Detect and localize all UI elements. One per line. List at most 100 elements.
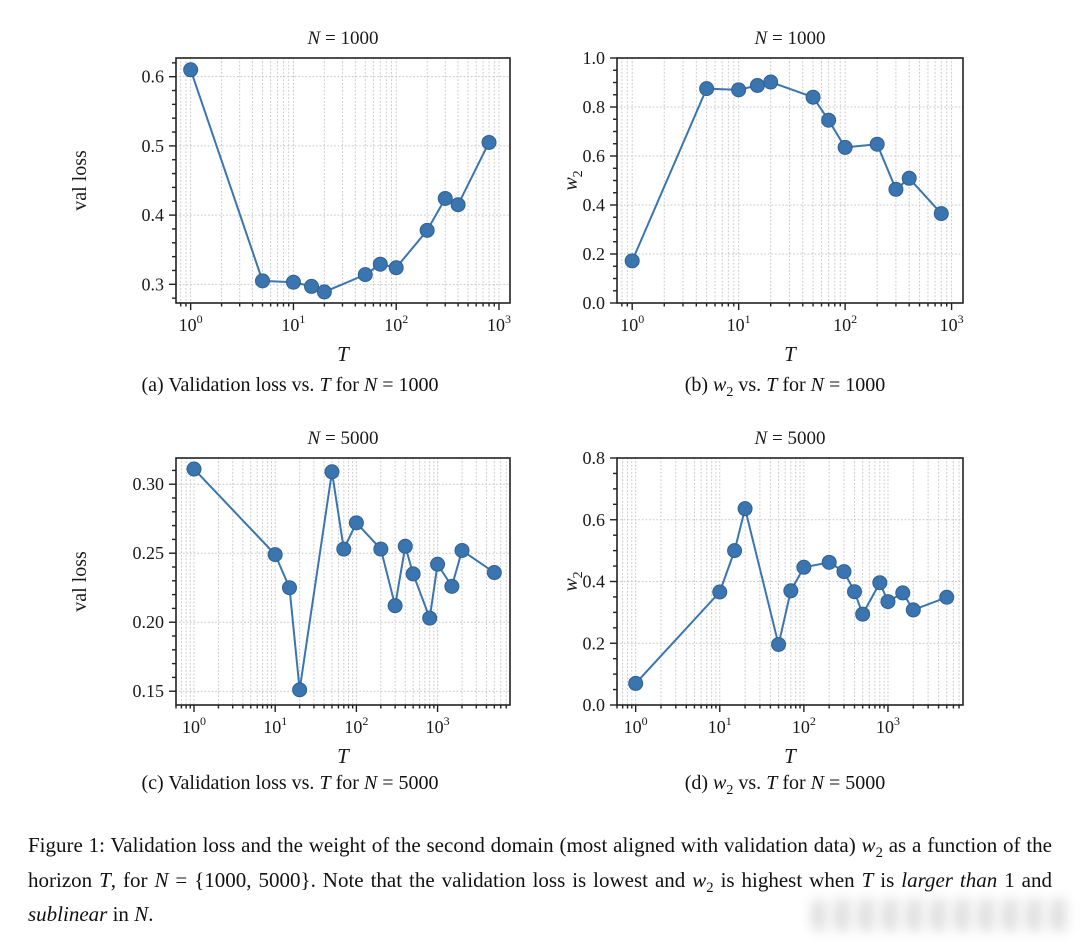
y-axis-label: w2 — [560, 571, 586, 591]
data-line — [193, 468, 495, 691]
data-point — [422, 610, 438, 626]
subcaption-a: (a) Validation loss vs. T for N = 1000 — [141, 374, 439, 396]
chart-d: 100 101 102 103 0.0 0.2 0.4 0.6 0.8 N = 5000 Tw2 — [560, 428, 964, 768]
data-point — [430, 556, 446, 572]
data-point — [821, 554, 837, 570]
x-tick-label: 101 — [263, 714, 287, 737]
y-tick-label: 0.6 — [583, 146, 606, 166]
data-point — [712, 584, 728, 600]
subcaption-b: (b) w2 vs. T for N = 1000 — [684, 374, 886, 400]
y-tick-label: 0.6 — [583, 510, 606, 530]
x-axis-label: T — [337, 744, 350, 768]
x-axis-label: T — [337, 342, 350, 366]
chart-title: N = 1000 — [307, 28, 379, 49]
data-point — [855, 606, 871, 622]
data-point — [895, 585, 911, 601]
grid-lines — [175, 457, 511, 706]
x-tick-label: 101 — [727, 312, 751, 335]
x-tick-label: 101 — [708, 714, 732, 737]
data-point — [939, 589, 955, 605]
data-point — [486, 565, 502, 581]
y-tick-label: 0.4 — [142, 205, 165, 225]
data-point — [624, 253, 640, 269]
x-axis-label: T — [784, 744, 797, 768]
data-point — [821, 112, 837, 128]
y-axis-label: w2 — [560, 170, 586, 190]
y-tick-label: 0.2 — [583, 244, 606, 264]
data-point — [183, 62, 199, 78]
x-tick-label: 102 — [792, 714, 816, 737]
plot-frame — [175, 457, 511, 706]
data-point — [292, 682, 308, 698]
x-tick-label: 103 — [876, 714, 900, 737]
x-tick-label: 100 — [624, 714, 648, 737]
y-tick-label: 0.20 — [133, 612, 165, 632]
data-point — [836, 564, 852, 580]
data-point — [405, 566, 421, 582]
data-point — [872, 575, 888, 591]
plot-frame — [616, 57, 964, 304]
y-tick-label: 0.25 — [133, 543, 165, 563]
x-tick-label: 102 — [833, 312, 857, 335]
data-point — [324, 464, 340, 480]
data-point — [387, 598, 403, 614]
y-tick-label: 0.0 — [583, 293, 606, 313]
y-tick-label: 0.3 — [142, 274, 165, 294]
data-point — [316, 284, 332, 300]
x-tick-label: 101 — [281, 312, 305, 335]
data-point — [771, 636, 787, 652]
data-point — [731, 82, 747, 98]
data-point — [357, 267, 373, 283]
y-tick-label: 0.8 — [583, 97, 606, 117]
data-point — [796, 559, 812, 575]
y-tick-label: 0.8 — [583, 448, 606, 468]
chart-title: N = 5000 — [754, 428, 826, 449]
data-point — [348, 515, 364, 531]
data-point — [267, 547, 283, 563]
x-axis-label: T — [784, 342, 797, 366]
chart-title: N = 5000 — [307, 428, 379, 449]
data-point — [454, 542, 470, 558]
x-tick-label: 103 — [487, 312, 511, 335]
y-tick-label: 1.0 — [583, 48, 606, 68]
plot-frame — [616, 457, 964, 706]
x-tick-label: 102 — [384, 312, 408, 335]
y-axis-label: val loss — [69, 551, 91, 612]
data-point — [783, 583, 799, 599]
data-point — [737, 501, 753, 517]
data-point — [444, 578, 460, 594]
x-tick-label: 102 — [344, 714, 368, 737]
y-tick-label: 0.0 — [583, 695, 606, 715]
y-tick-label: 0.6 — [142, 67, 165, 87]
data-point — [255, 273, 270, 289]
subcaption-d: (d) w2 vs. T for N = 5000 — [684, 772, 886, 798]
data-point — [805, 89, 821, 105]
data-point — [419, 222, 435, 238]
figure-caption: Figure 1: Validation loss and the weight… — [28, 833, 1052, 926]
data-point — [336, 541, 352, 557]
grid-lines — [616, 57, 964, 304]
data-point — [880, 594, 896, 610]
data-point — [699, 81, 715, 97]
x-tick-label: 103 — [426, 714, 450, 737]
chart-c: 100 101 102 103 0.15 0.20 0.25 0.30 N = 5000 Tval… — [69, 428, 511, 768]
data-point — [285, 274, 301, 290]
y-tick-label: 0.4 — [583, 195, 606, 215]
data-point — [373, 541, 389, 557]
data-point — [933, 206, 949, 222]
y-tick-label: 0.30 — [133, 474, 165, 494]
data-line — [189, 69, 490, 293]
data-point — [186, 461, 202, 477]
data-point — [901, 170, 917, 186]
data-point — [888, 181, 904, 197]
chart-title: N = 1000 — [754, 28, 826, 49]
axis-ticks — [610, 457, 960, 712]
plot-frame — [175, 57, 511, 304]
data-point — [869, 136, 885, 152]
data-point — [847, 584, 862, 600]
data-point — [628, 675, 644, 691]
